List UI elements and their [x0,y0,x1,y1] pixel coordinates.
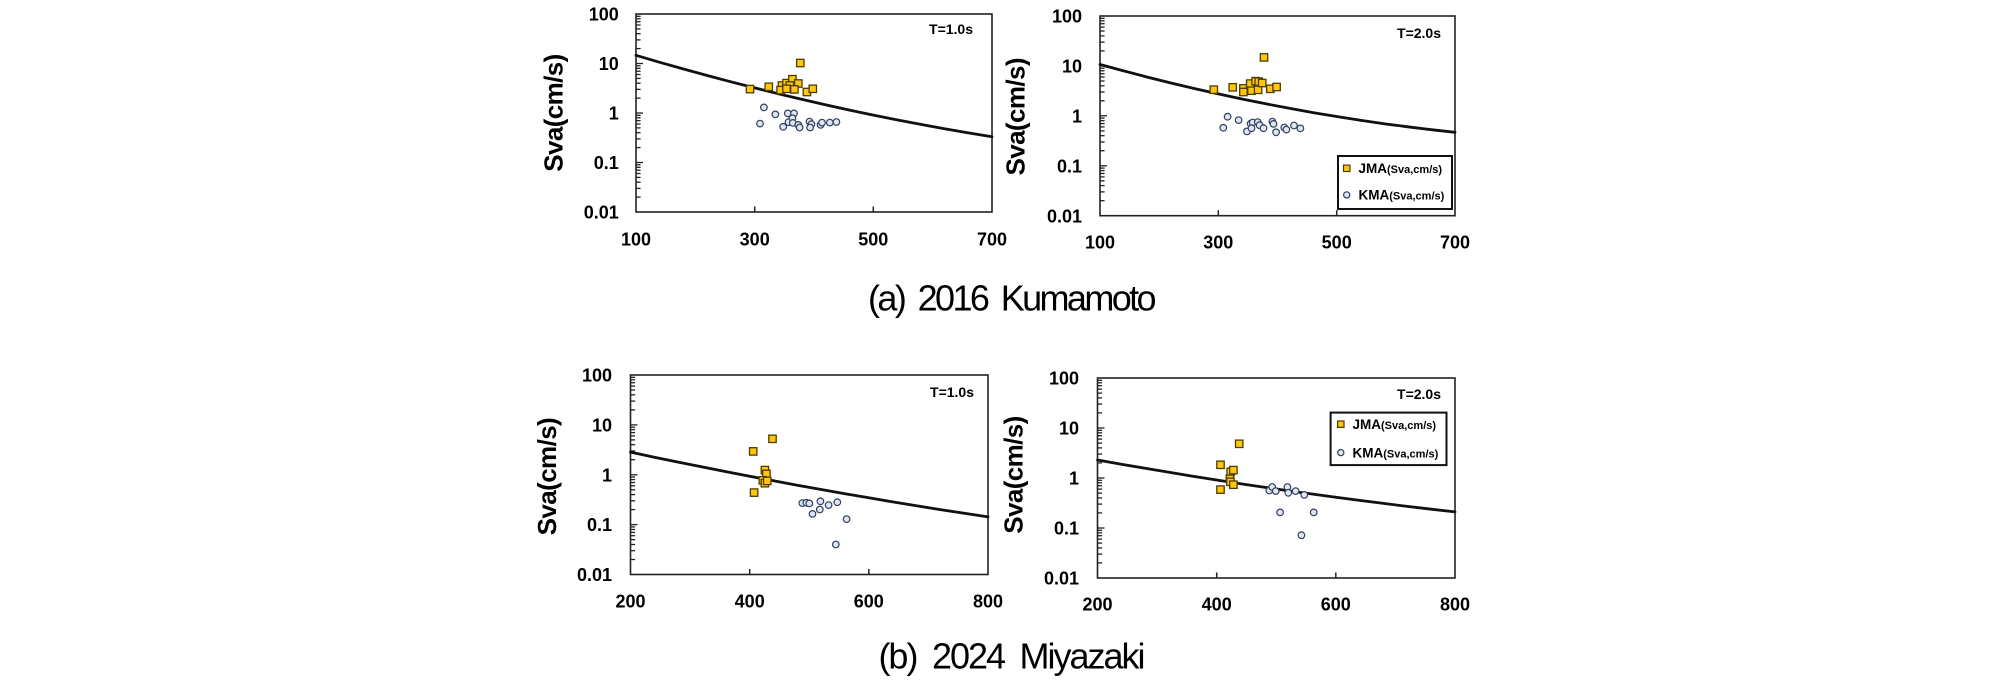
svg-text:100: 100 [1052,7,1082,27]
svg-text:600: 600 [1321,595,1351,615]
svg-text:700: 700 [977,230,1007,250]
svg-text:1: 1 [1069,469,1079,489]
svg-text:800: 800 [1440,595,1470,615]
svg-text:KMA(Sva,cm/s): KMA(Sva,cm/s) [1359,188,1445,203]
svg-text:(a) 2016 Kumamoto: (a) 2016 Kumamoto [868,278,1156,319]
svg-text:0.01: 0.01 [577,565,612,585]
svg-text:T=1.0s: T=1.0s [930,384,974,400]
svg-text:400: 400 [735,592,765,612]
svg-text:1: 1 [1072,106,1082,126]
svg-text:JMA(Sva,cm/s): JMA(Sva,cm/s) [1359,161,1443,176]
svg-text:600: 600 [854,592,884,612]
svg-text:0.01: 0.01 [1044,569,1079,589]
svg-text:1: 1 [602,465,612,485]
svg-text:300: 300 [1203,233,1233,253]
svg-text:1: 1 [609,104,619,124]
svg-text:10: 10 [1062,57,1082,77]
svg-text:500: 500 [1322,233,1352,253]
svg-text:KMA(Sva,cm/s): KMA(Sva,cm/s) [1353,445,1439,460]
svg-text:700: 700 [1440,233,1470,253]
svg-text:500: 500 [858,230,888,250]
svg-text:10: 10 [1059,419,1079,439]
svg-text:100: 100 [1085,233,1115,253]
svg-text:Sva(cm/s): Sva(cm/s) [1000,58,1030,175]
svg-text:JMA(Sva,cm/s): JMA(Sva,cm/s) [1353,417,1437,432]
svg-text:400: 400 [1202,595,1232,615]
svg-text:10: 10 [592,416,612,436]
svg-text:0.1: 0.1 [1057,156,1082,176]
svg-text:0.1: 0.1 [594,153,619,173]
svg-text:0.01: 0.01 [1047,206,1082,226]
svg-text:200: 200 [615,592,645,612]
svg-text:200: 200 [1082,595,1112,615]
svg-text:T=2.0s: T=2.0s [1397,386,1441,402]
svg-text:Sva(cm/s): Sva(cm/s) [539,54,569,171]
svg-text:100: 100 [621,230,651,250]
svg-text:300: 300 [740,230,770,250]
svg-text:0.1: 0.1 [587,515,612,535]
svg-text:0.01: 0.01 [584,203,619,223]
svg-text:100: 100 [589,5,619,25]
svg-text:100: 100 [1049,369,1079,389]
svg-text:(b) 2024 Miyazaki: (b) 2024 Miyazaki [878,636,1143,677]
svg-text:Sva(cm/s): Sva(cm/s) [999,416,1029,533]
svg-text:Sva(cm/s): Sva(cm/s) [532,418,562,535]
svg-text:T=2.0s: T=2.0s [1397,25,1441,41]
svg-text:0.1: 0.1 [1054,519,1079,539]
svg-text:800: 800 [973,592,1003,612]
svg-text:100: 100 [582,366,612,386]
svg-text:T=1.0s: T=1.0s [929,21,973,37]
svg-text:10: 10 [599,54,619,74]
